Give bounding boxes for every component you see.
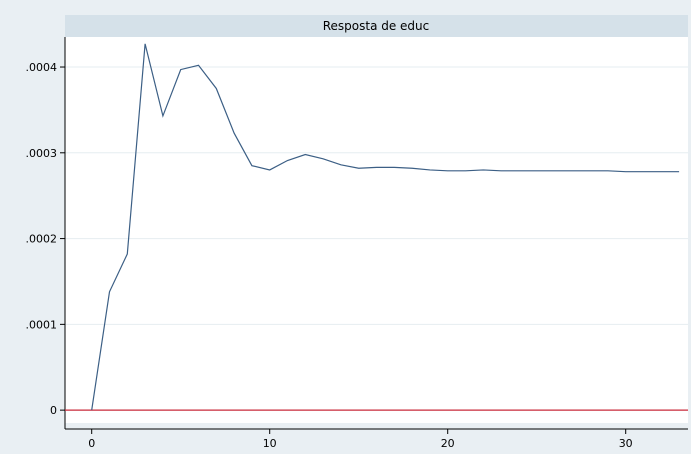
y-tick-label: .0003 (26, 147, 58, 160)
y-tick-label: .0004 (26, 61, 58, 74)
y-tick-label: .0001 (26, 318, 58, 331)
chart-title: Resposta de educ (323, 19, 430, 33)
y-tick-label: .0002 (26, 233, 58, 246)
tick-layer: 0 .0001 .0002 .0003 .0004 0 10 20 30 (26, 61, 633, 450)
plot-area (65, 37, 688, 423)
x-tick-label: 30 (619, 437, 633, 450)
x-tick-label: 10 (263, 437, 277, 450)
x-tick-label: 20 (441, 437, 455, 450)
title-bar (65, 15, 688, 37)
series-line (91, 43, 680, 411)
x-tick-label: 0 (88, 437, 95, 450)
grid-layer (65, 66, 688, 325)
y-tick-label: 0 (50, 404, 57, 417)
